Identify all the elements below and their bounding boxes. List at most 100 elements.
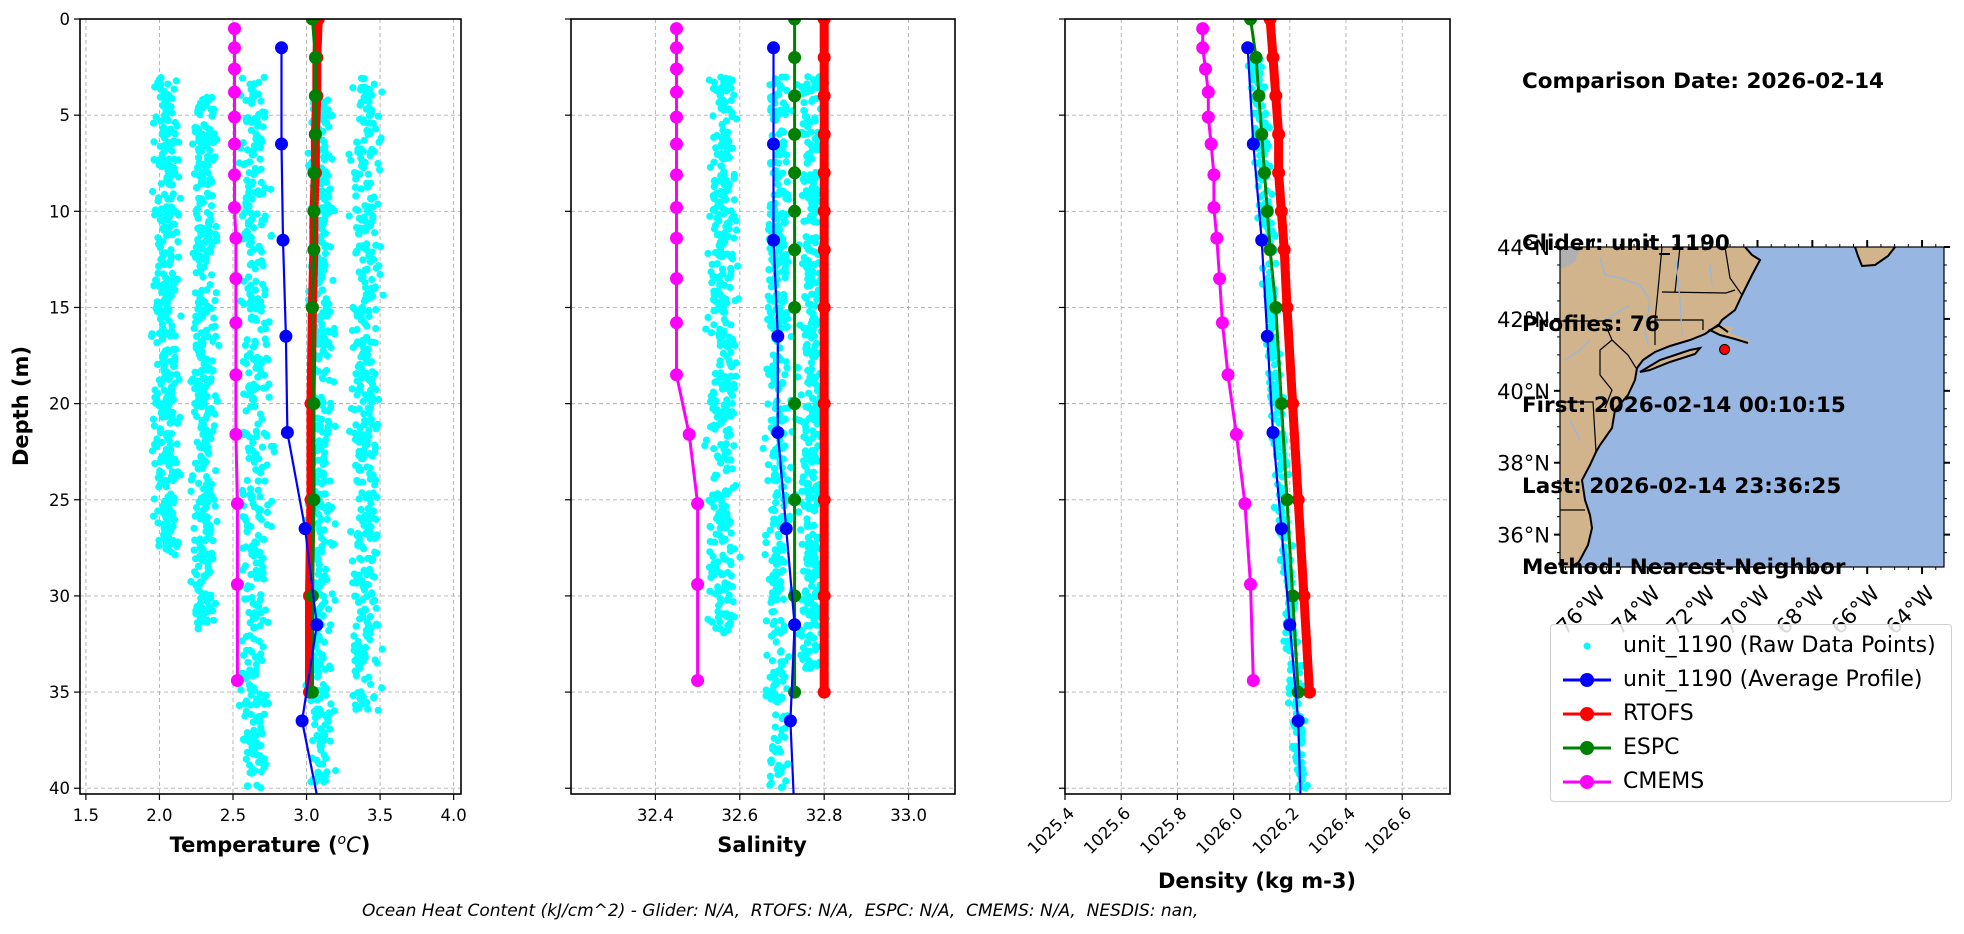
series-marker-rtofs [1266,51,1280,64]
raw-data-point [162,483,170,491]
raw-data-point [806,546,814,554]
raw-data-point [327,399,335,407]
raw-data-point [317,393,325,401]
legend-swatch-espc [1563,741,1611,755]
raw-data-point [259,384,267,392]
raw-data-point [372,241,380,249]
raw-data-point [318,579,326,587]
raw-data-point [163,260,171,268]
raw-data-point [168,147,176,155]
raw-data-point [170,363,178,371]
raw-data-point [352,205,360,214]
raw-data-point [243,585,251,593]
raw-data-point [198,174,206,182]
raw-data-point [250,142,259,150]
raw-data-point [776,648,785,656]
raw-data-point [784,760,792,768]
raw-data-point [711,399,719,407]
raw-data-point [762,539,770,547]
raw-data-point [318,438,327,446]
raw-data-point [727,372,735,380]
raw-data-point [313,414,321,422]
raw-data-point [802,233,810,241]
raw-data-point [348,385,356,393]
raw-data-point [727,572,736,580]
raw-data-point [759,444,767,453]
raw-data-point [713,452,722,460]
raw-data-point [378,684,386,692]
raw-data-point [260,755,268,763]
series-espc [305,19,322,699]
raw-data-point [195,562,203,570]
raw-data-point [328,155,336,163]
raw-data-point [260,535,268,544]
raw-data-point [261,606,270,614]
raw-data-point [160,87,168,95]
series-line-cmems [675,28,700,681]
raw-data-point [246,389,255,397]
raw-data-point [806,495,814,503]
map-land-nova-scotia [1855,247,1895,266]
raw-data-point [314,519,322,527]
raw-data-point [238,74,247,82]
series-marker-espc [788,19,802,26]
raw-data-point [351,701,359,709]
raw-data-point [808,155,816,163]
raw-data-point [259,616,267,624]
raw-data-point [151,206,159,214]
plot-area [670,19,831,794]
raw-data-point [246,685,254,693]
raw-data-point [150,156,158,164]
legend-swatch-rtofs [1563,707,1611,721]
raw-data-point [808,267,816,275]
raw-data-point [149,512,158,520]
raw-data-point [797,651,805,659]
raw-data-point [712,85,721,93]
raw-data-point [153,435,161,443]
raw-data-point [764,400,772,408]
raw-data-point [713,471,721,480]
series-marker-cmems [691,674,705,687]
raw-data-point [258,109,266,117]
raw-data-point [256,144,264,152]
raw-data-point [771,723,779,731]
series-marker-cmems [228,168,241,182]
raw-data-point [797,526,805,534]
raw-data-point [764,461,773,469]
raw-data-point [728,144,737,152]
raw-data-point [267,232,275,240]
raw-data-point [254,573,262,581]
raw-data-point [1263,274,1272,283]
series-marker-glider [275,137,288,151]
raw-data-point [770,607,778,616]
raw-data-point [717,419,725,427]
series-marker-cmems [228,85,241,99]
comparison-info: Comparison Date: 2026-02-14 Glider: unit… [1522,14,1884,608]
raw-data-point [173,122,181,130]
raw-data-point [374,112,382,120]
legend-swatch-cmems [1563,775,1611,789]
raw-data-point [811,602,819,610]
raw-data-point [804,138,812,146]
raw-data-point [265,393,273,401]
raw-data-point [357,83,365,92]
series-marker-glider [1241,41,1255,55]
raw-data-point [315,760,323,768]
raw-data-point [766,690,775,698]
raw-data-point [359,256,367,264]
raw-data-point [325,662,334,670]
raw-data-point [321,142,329,150]
x-tick-label: 1026.2 [1249,804,1303,858]
raw-data-point [250,503,259,511]
raw-data-point [775,415,783,423]
raw-data-point [252,135,260,143]
raw-data-point [356,535,364,544]
raw-data-point [367,624,375,632]
raw-data-point [256,548,264,556]
raw-data-point [807,300,815,309]
raw-data-point [318,401,326,409]
raw-data-point [804,123,812,131]
series-marker-rtofs [817,89,831,103]
x-ticks: 1025.4 1025.6 1025.8 1026.0 1026.2 1026.4 1026… [1024,794,1415,858]
raw-data-point [248,293,256,301]
